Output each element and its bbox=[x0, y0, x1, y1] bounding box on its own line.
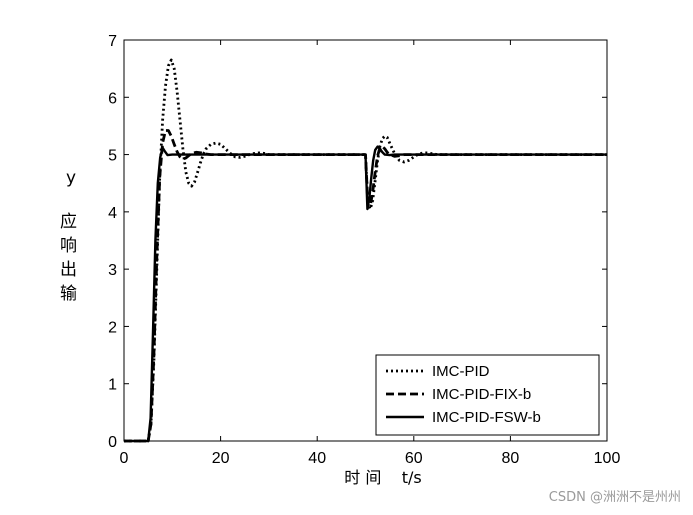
y-tick-label: 6 bbox=[108, 90, 117, 107]
x-tick-label: 80 bbox=[502, 450, 520, 467]
y-axis-label-char: 出 bbox=[60, 260, 77, 280]
y-tick-label: 2 bbox=[108, 319, 117, 336]
y-tick-label: 0 bbox=[108, 434, 117, 451]
legend-label: IMC-PID-FSW-b bbox=[432, 409, 541, 426]
y-axis-label-char: 应 bbox=[60, 212, 77, 232]
axis-ticks-group: 0 20 40 60 80 100 0 1 2 3 4 5 6 7 bbox=[108, 33, 620, 467]
y-tick-label: 5 bbox=[108, 148, 117, 165]
y-tick-label: 3 bbox=[108, 262, 117, 279]
x-tick-label: 0 bbox=[120, 450, 129, 467]
y-tick-label: 7 bbox=[108, 33, 117, 50]
y-axis-label-char: 响 bbox=[60, 236, 77, 256]
legend-label: IMC-PID bbox=[432, 363, 490, 380]
plot-frame bbox=[123, 39, 608, 442]
y-axis-label-char: 输 bbox=[60, 284, 77, 304]
x-tick-label: 40 bbox=[308, 450, 326, 467]
x-tick-label: 60 bbox=[405, 450, 423, 467]
series-line-imc-pid bbox=[124, 58, 607, 443]
watermark: CSDN @洲洲不是州州 bbox=[548, 490, 681, 505]
y-tick-label: 4 bbox=[108, 205, 117, 222]
y-tick-label: 1 bbox=[108, 377, 117, 394]
y-axis-label-char: y bbox=[66, 168, 77, 188]
plot-series-group bbox=[124, 58, 607, 443]
legend-label: IMC-PID-FIX-b bbox=[432, 386, 531, 403]
series-line-imc-pid-fsw-b bbox=[124, 145, 607, 443]
x-axis-label: 时 间 t/s bbox=[344, 468, 421, 487]
x-tick-label: 100 bbox=[594, 450, 621, 467]
legend: IMC-PID IMC-PID-FIX-b IMC-PID-FSW-b bbox=[375, 354, 600, 436]
x-tick-label: 20 bbox=[212, 450, 230, 467]
